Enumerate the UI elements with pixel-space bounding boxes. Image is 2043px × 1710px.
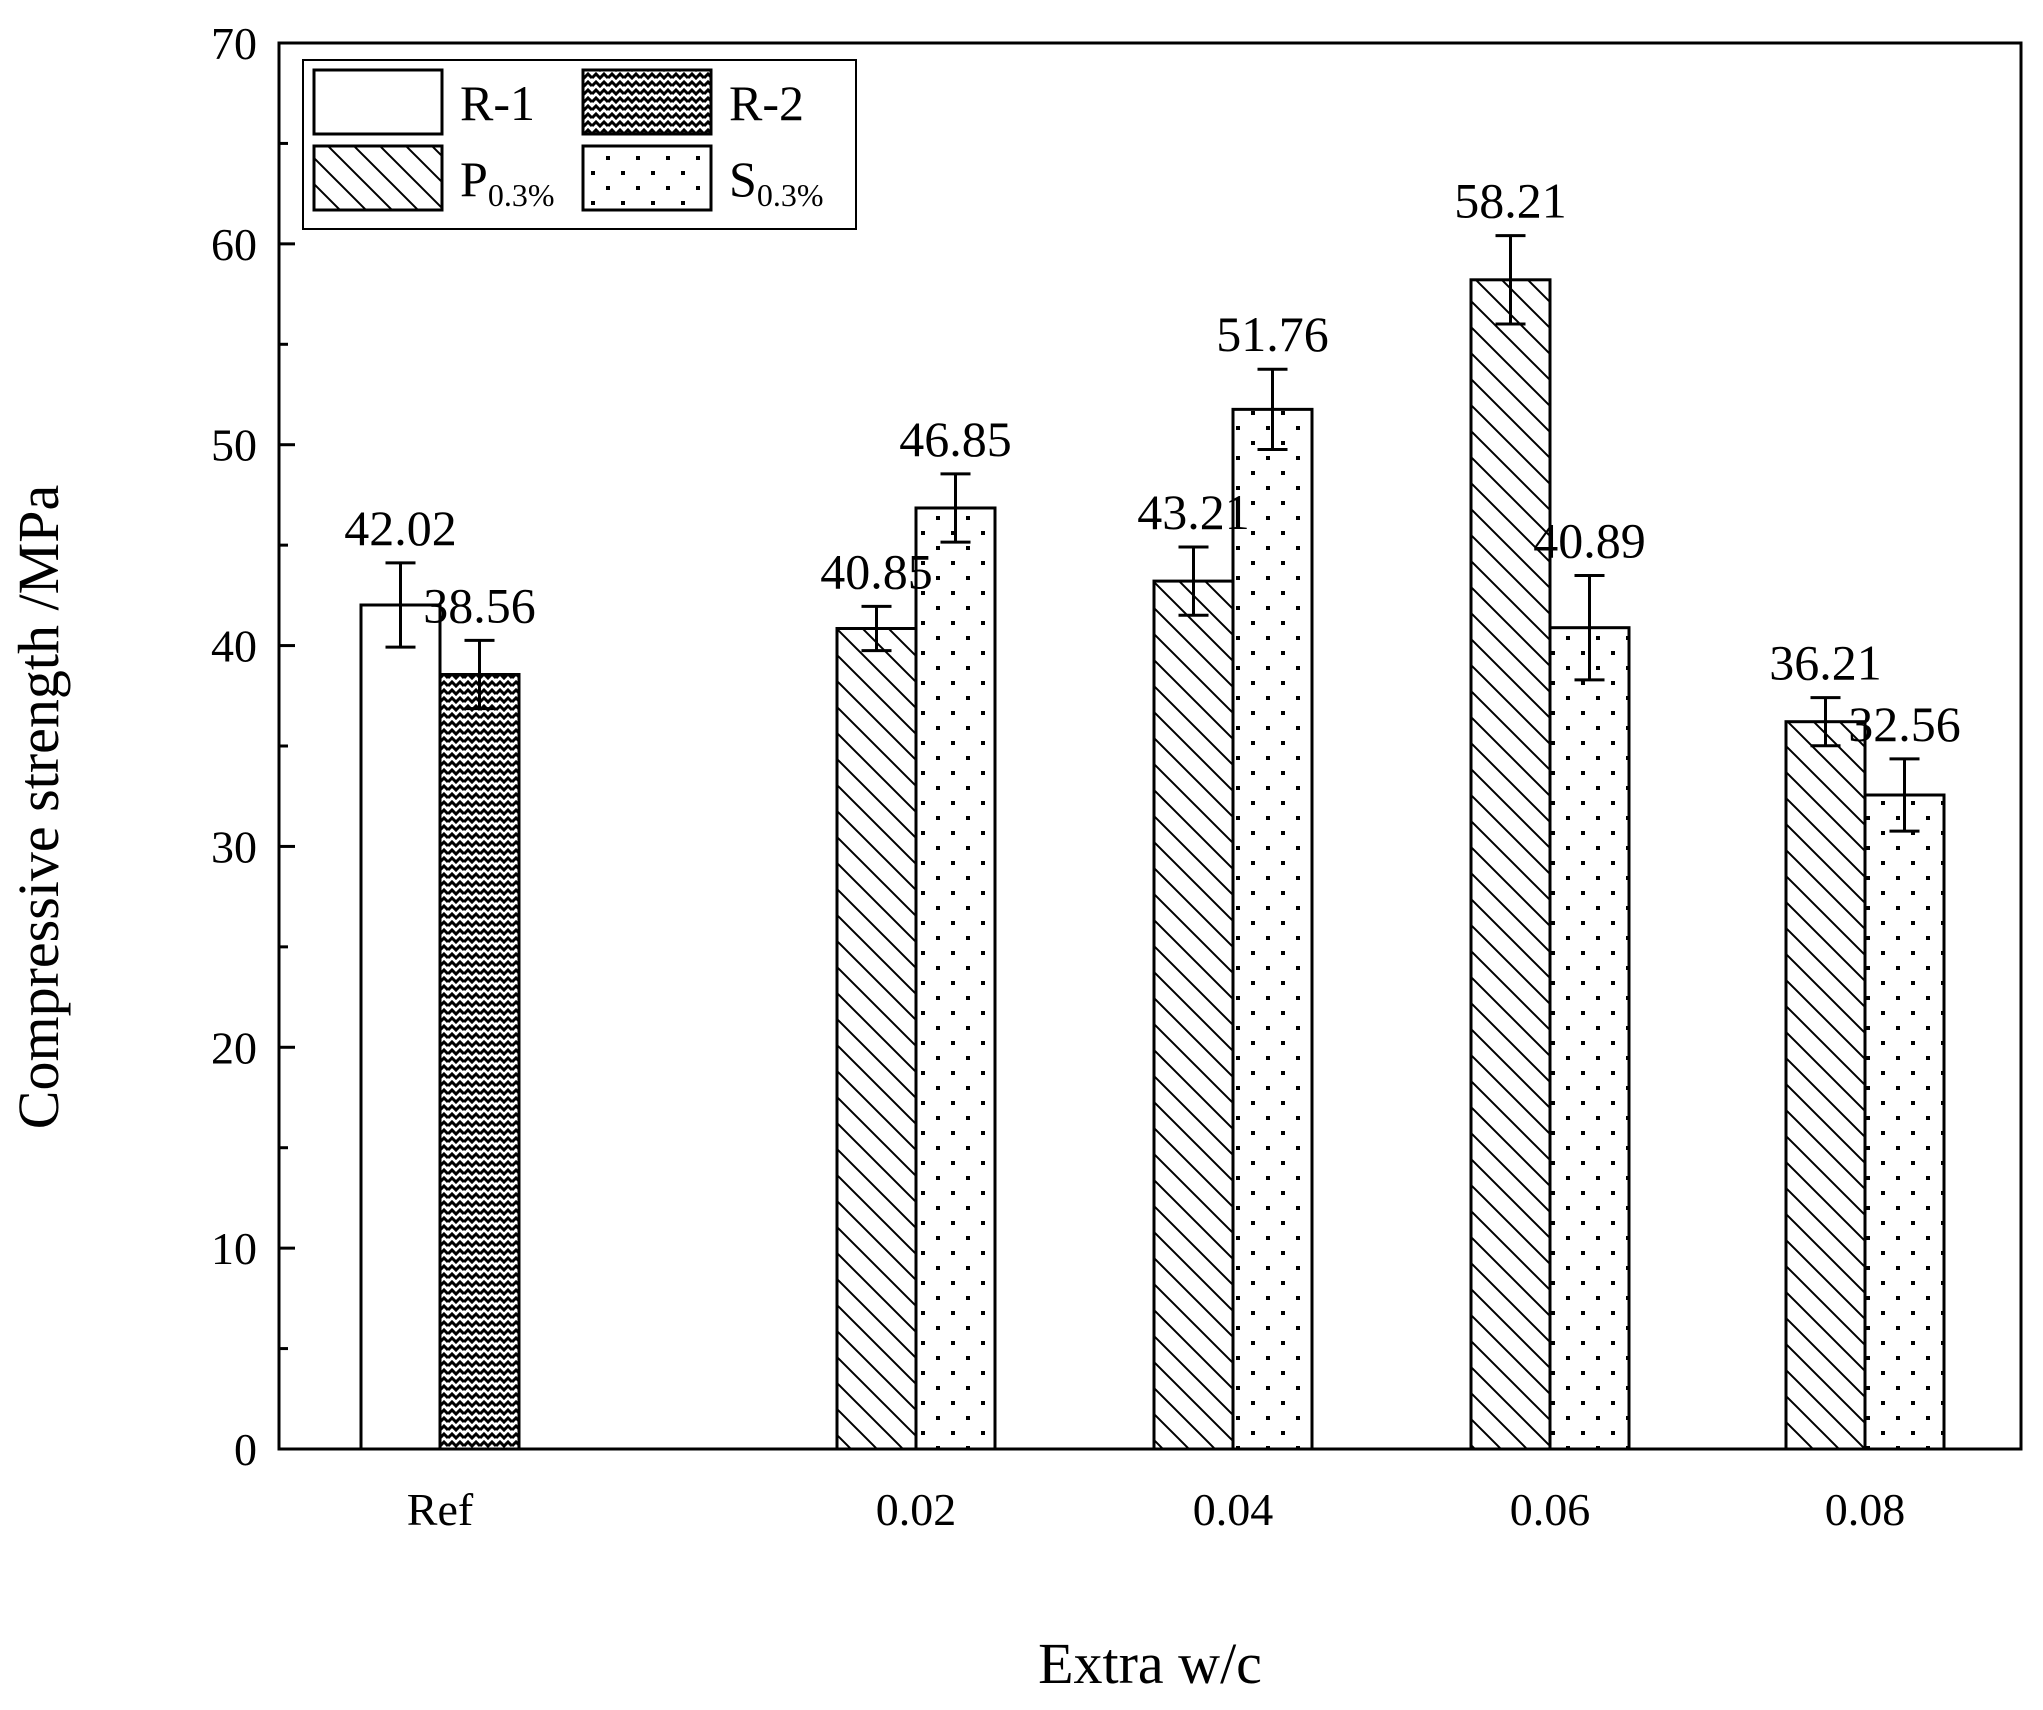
data-label: 43.21 (1137, 484, 1250, 540)
y-tick-label: 30 (211, 821, 257, 872)
legend-swatch (581, 144, 713, 212)
y-tick-label: 20 (211, 1022, 257, 1073)
x-tick-label: 0.06 (1510, 1484, 1591, 1535)
error-bars-layer (385, 234, 1920, 833)
legend-label-main: S (729, 151, 757, 207)
y-tick-label: 10 (211, 1223, 257, 1274)
plot-area-frame (277, 41, 2023, 1451)
x-axis-title: Extra w/c (1038, 1631, 1262, 1696)
y-tick-label: 50 (211, 420, 257, 471)
data-label: 40.85 (820, 543, 933, 599)
data-label: 58.21 (1454, 173, 1567, 229)
legend-label-main: P (460, 151, 488, 207)
data-label: 46.85 (899, 411, 1012, 467)
bar-r1-Ref (359, 603, 442, 1451)
legend-swatch (581, 68, 713, 136)
data-label: 42.02 (344, 500, 457, 556)
data-label: 38.56 (423, 577, 536, 633)
y-tick-label: 0 (234, 1424, 257, 1475)
data-label: 40.89 (1533, 512, 1646, 568)
legend-label: R-2 (729, 75, 804, 131)
data-label: 32.56 (1848, 696, 1961, 752)
bar-r2-Ref (438, 672, 521, 1451)
x-tick-label: 0.02 (876, 1484, 957, 1535)
bar-p-0.08 (1784, 720, 1867, 1451)
bar-p-0.06 (1469, 278, 1552, 1451)
bar-s-0.02 (914, 506, 997, 1451)
legend-label-subscript: 0.3% (488, 177, 555, 213)
bars-layer (359, 278, 1946, 1451)
legend-label: S0.3% (729, 151, 823, 213)
legend-swatch (312, 144, 444, 212)
legend-label-main: R-1 (460, 75, 535, 131)
data-labels-layer: 42.02 38.56 40.85 46.85 43.21 51.76 58.21 40.89… (344, 173, 1961, 752)
legend: R-1 R-2P0.3% S0.3% (302, 59, 857, 230)
y-axis-title: Compressive strength /MPa (6, 485, 71, 1129)
data-label: 51.76 (1216, 306, 1329, 362)
x-tick-label: 0.04 (1193, 1484, 1274, 1535)
legend-swatch (312, 68, 444, 136)
y-tick-label: 70 (211, 18, 257, 69)
x-tick-label: Ref (407, 1484, 474, 1535)
bar-s-0.08 (1863, 793, 1946, 1451)
bar-p-0.04 (1152, 579, 1235, 1451)
bar-s-0.04 (1231, 407, 1314, 1451)
legend-label: P0.3% (460, 151, 554, 213)
legend-label-main: R-2 (729, 75, 804, 131)
y-tick-label: 60 (211, 219, 257, 270)
legend-label-subscript: 0.3% (757, 177, 824, 213)
y-tick-label: 40 (211, 621, 257, 672)
axes-layer: 0 10 20 30 40 50 60 70 Ref 0.02 0.04 0.06 0.08 (211, 18, 1905, 1535)
legend-label: R-1 (460, 75, 535, 131)
x-tick-label: 0.08 (1825, 1484, 1906, 1535)
bar-s-0.06 (1548, 626, 1631, 1451)
bar-p-0.02 (835, 626, 918, 1451)
data-label: 36.21 (1769, 635, 1882, 691)
